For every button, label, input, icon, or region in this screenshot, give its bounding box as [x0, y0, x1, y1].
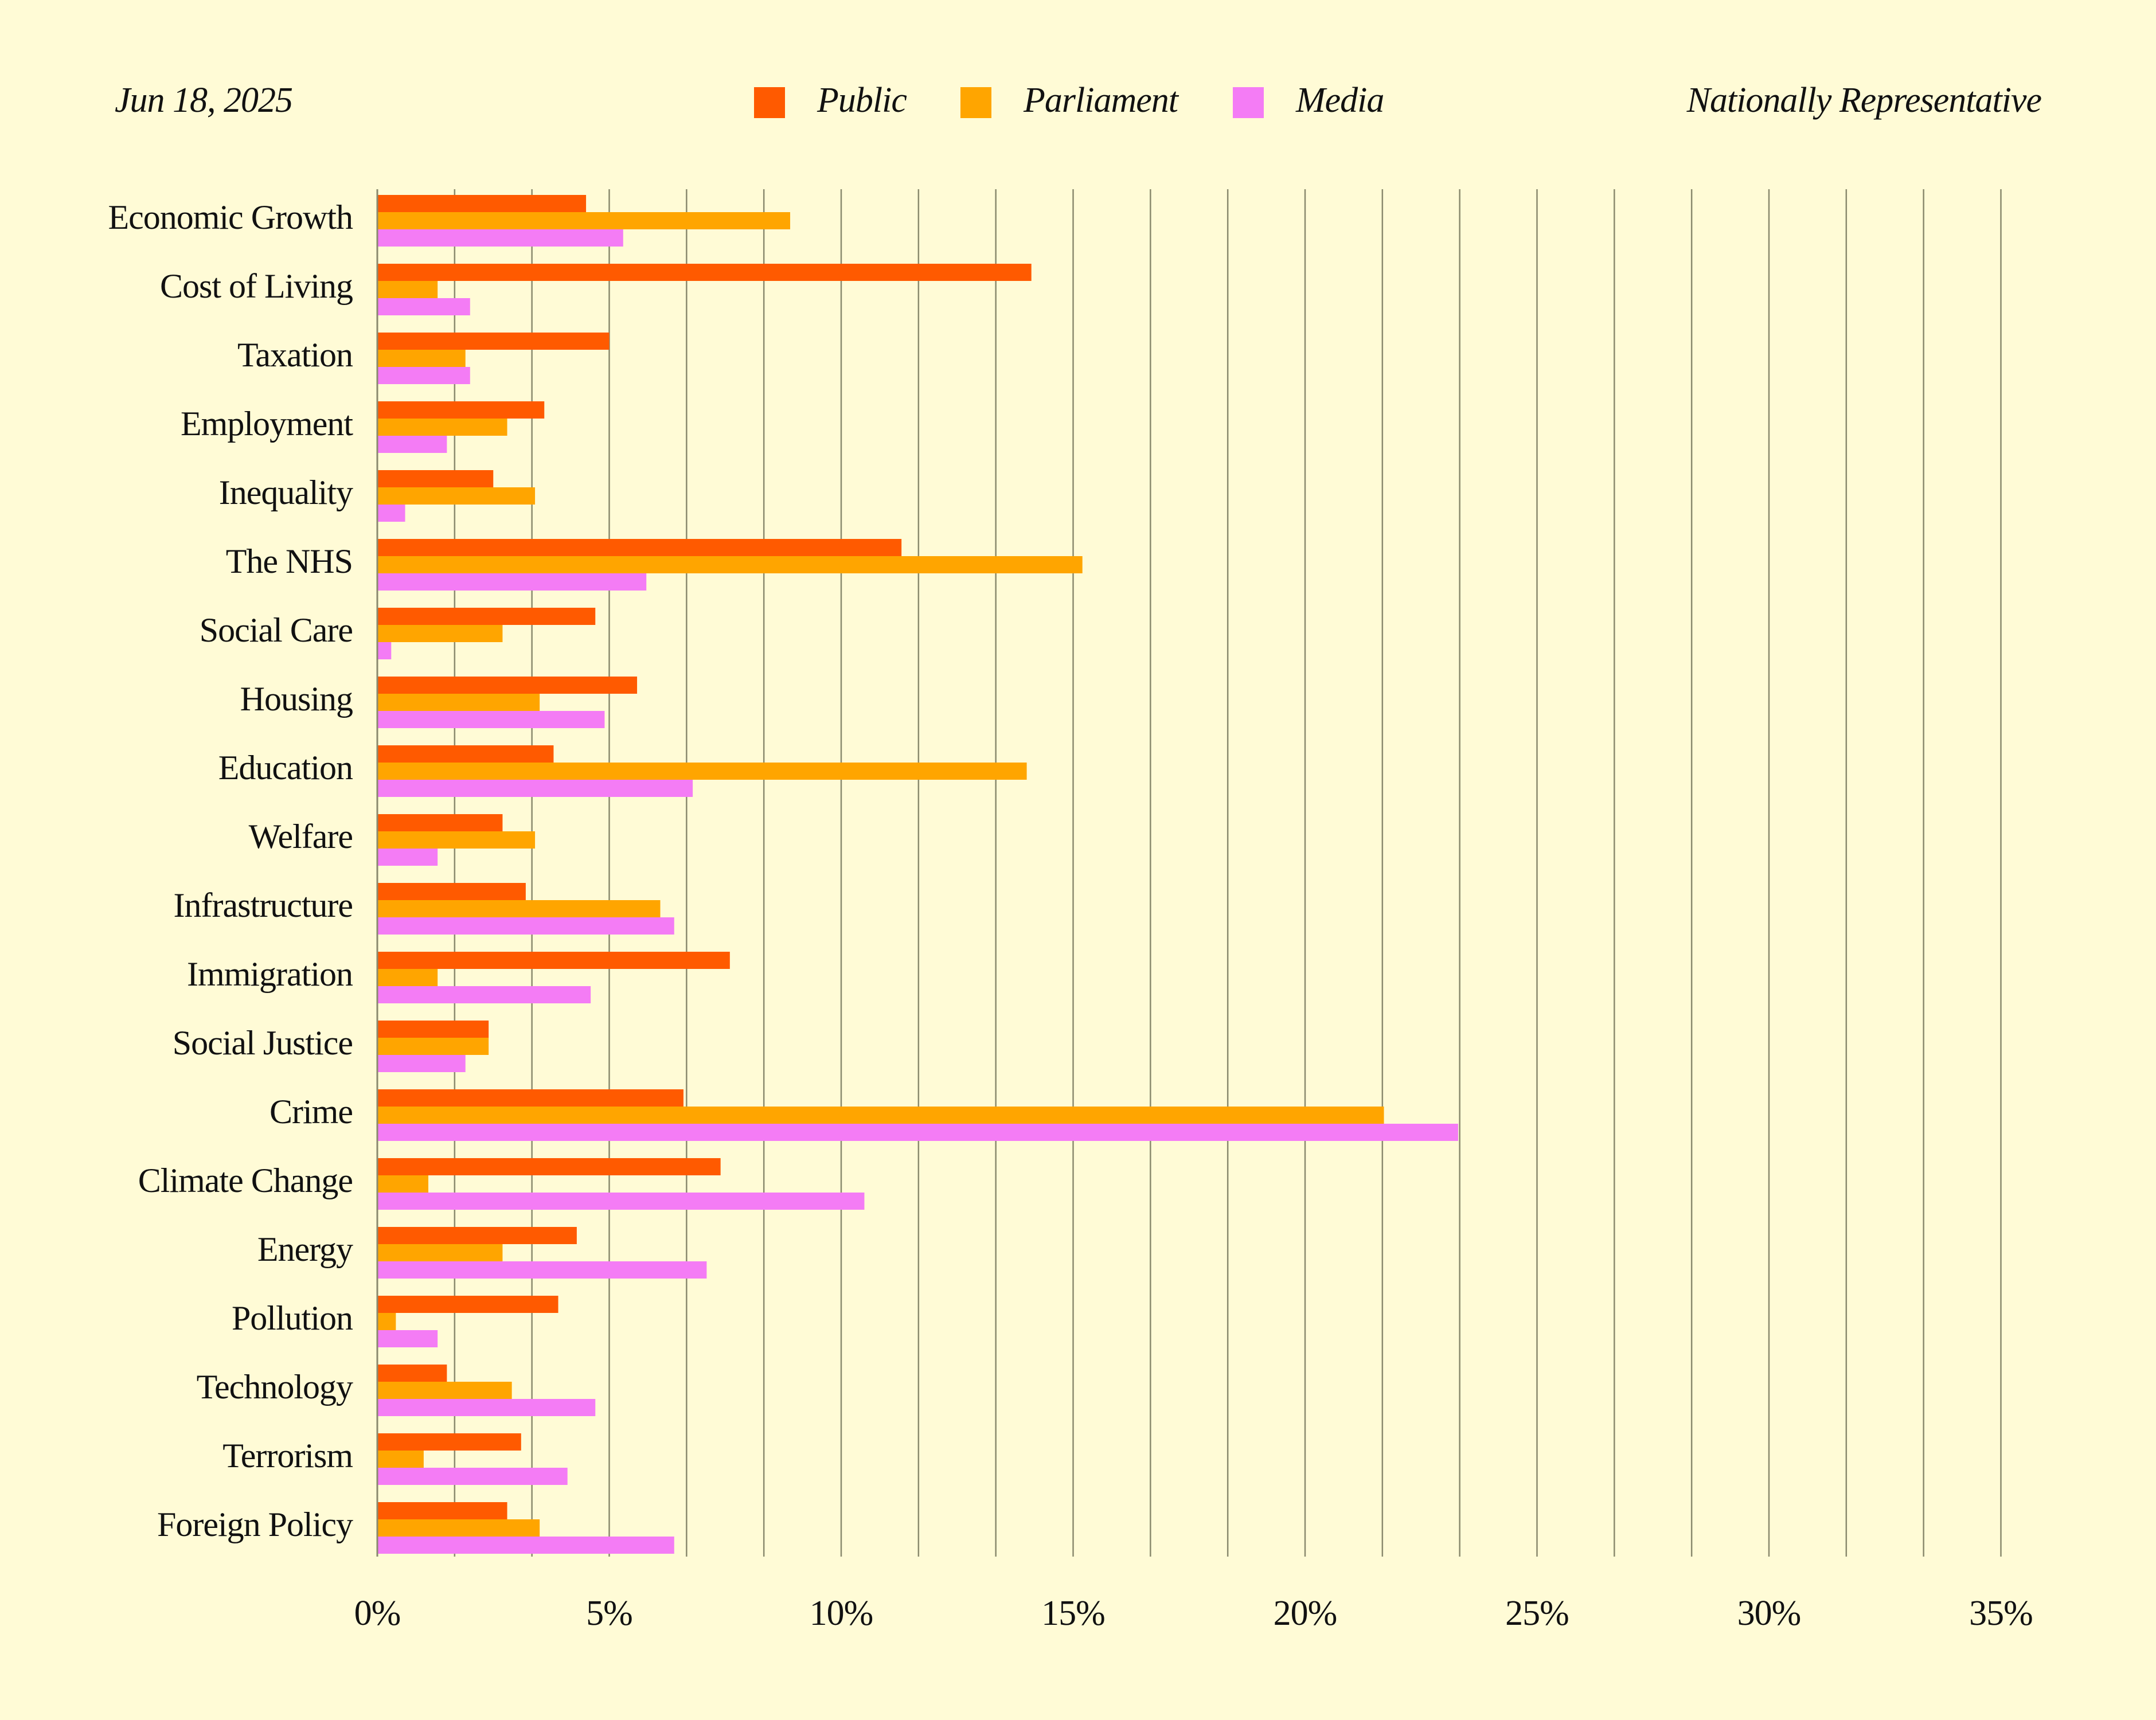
- bar-media-pollution: [377, 1330, 438, 1347]
- x-tick-label: 10%: [810, 1594, 873, 1633]
- bar-public-energy: [377, 1227, 577, 1244]
- category-label-immigration: Immigration: [187, 955, 353, 993]
- legend-swatch-public: [754, 87, 785, 118]
- bar-media-employment: [377, 436, 447, 453]
- category-label-terrorism: Terrorism: [222, 1437, 353, 1475]
- bar-public-economic-growth: [377, 195, 587, 212]
- x-tick-label: 0%: [354, 1594, 401, 1633]
- bar-parliament-climate-change: [377, 1175, 428, 1193]
- bar-parliament-social-justice: [377, 1038, 489, 1055]
- bar-media-technology: [377, 1399, 596, 1416]
- category-label-inequality: Inequality: [219, 474, 353, 511]
- bar-public-technology: [377, 1365, 447, 1382]
- bar-parliament-technology: [377, 1382, 512, 1399]
- bar-public-housing: [377, 677, 638, 694]
- bar-public-cost-of-living: [377, 264, 1032, 281]
- bar-parliament-welfare: [377, 831, 536, 849]
- bar-media-infrastructure: [377, 917, 674, 935]
- category-label-social-care: Social Care: [200, 611, 353, 649]
- bar-public-social-justice: [377, 1021, 489, 1038]
- category-label-climate-change: Climate Change: [138, 1162, 353, 1199]
- bar-parliament-energy: [377, 1244, 503, 1261]
- bar-public-education: [377, 745, 554, 763]
- x-tick-label: 35%: [1969, 1594, 2033, 1633]
- bar-parliament-foreign-policy: [377, 1519, 540, 1537]
- category-label-taxation: Taxation: [237, 336, 353, 374]
- bar-media-education: [377, 780, 693, 797]
- bar-parliament-economic-growth: [377, 212, 791, 229]
- bar-public-crime: [377, 1089, 683, 1107]
- bar-parliament-crime: [377, 1107, 1384, 1124]
- x-tick-label: 25%: [1505, 1594, 1569, 1633]
- bar-public-immigration: [377, 952, 730, 969]
- bar-public-taxation: [377, 333, 610, 350]
- category-label-energy: Energy: [257, 1230, 353, 1268]
- category-label-housing: Housing: [240, 680, 353, 718]
- bar-media-foreign-policy: [377, 1537, 674, 1554]
- bar-media-housing: [377, 711, 605, 728]
- bar-media-welfare: [377, 849, 438, 866]
- legend-label-public: Public: [817, 81, 907, 120]
- bar-public-employment: [377, 401, 545, 419]
- category-label-technology: Technology: [197, 1368, 353, 1406]
- bar-media-taxation: [377, 367, 470, 384]
- category-label-employment: Employment: [181, 405, 353, 443]
- x-tick-label: 20%: [1274, 1594, 1337, 1633]
- bar-parliament-terrorism: [377, 1451, 424, 1468]
- category-label-welfare: Welfare: [249, 818, 353, 855]
- bar-media-social-care: [377, 642, 392, 659]
- bar-parliament-infrastructure: [377, 900, 661, 917]
- category-label-crime: Crime: [270, 1093, 353, 1131]
- bar-public-foreign-policy: [377, 1502, 507, 1519]
- category-label-pollution: Pollution: [232, 1299, 353, 1337]
- category-label-infrastructure: Infrastructure: [174, 886, 353, 924]
- legend-label-parliament: Parliament: [1024, 81, 1178, 120]
- x-tick-label: 15%: [1041, 1594, 1105, 1633]
- bar-media-economic-growth: [377, 229, 623, 247]
- bar-media-crime: [377, 1124, 1458, 1141]
- bar-parliament-immigration: [377, 969, 438, 986]
- legend-swatch-parliament: [960, 87, 991, 118]
- survey-date: Jun 18, 2025: [115, 81, 293, 120]
- bar-parliament-inequality: [377, 487, 536, 505]
- bar-media-immigration: [377, 986, 591, 1003]
- category-label-social-justice: Social Justice: [173, 1024, 353, 1062]
- bar-public-pollution: [377, 1296, 558, 1313]
- x-tick-label: 30%: [1737, 1594, 1801, 1633]
- bar-parliament-the-nhs: [377, 556, 1083, 573]
- sample-description: Nationally Representative: [1686, 81, 2042, 120]
- bar-media-inequality: [377, 505, 405, 522]
- bar-media-energy: [377, 1261, 707, 1279]
- bar-parliament-taxation: [377, 350, 466, 367]
- bar-media-cost-of-living: [377, 298, 470, 315]
- bar-media-the-nhs: [377, 573, 647, 591]
- bar-media-social-justice: [377, 1055, 466, 1072]
- bar-media-terrorism: [377, 1468, 568, 1485]
- bar-media-climate-change: [377, 1193, 865, 1210]
- legend-label-media: Media: [1296, 81, 1384, 120]
- x-tick-label: 5%: [586, 1594, 632, 1633]
- bar-public-infrastructure: [377, 883, 526, 900]
- bar-public-social-care: [377, 608, 596, 625]
- category-label-economic-growth: Economic Growth: [108, 198, 353, 236]
- bar-public-climate-change: [377, 1158, 721, 1175]
- category-label-education: Education: [218, 749, 353, 787]
- bar-public-the-nhs: [377, 539, 902, 556]
- bar-parliament-social-care: [377, 625, 503, 642]
- bar-parliament-housing: [377, 694, 540, 711]
- category-label-the-nhs: The NHS: [226, 542, 353, 580]
- category-label-foreign-policy: Foreign Policy: [157, 1506, 353, 1543]
- bar-parliament-cost-of-living: [377, 281, 438, 298]
- bar-parliament-employment: [377, 419, 507, 436]
- category-label-cost-of-living: Cost of Living: [160, 267, 353, 305]
- bar-parliament-pollution: [377, 1313, 396, 1330]
- bar-public-inequality: [377, 470, 494, 487]
- bar-public-welfare: [377, 814, 503, 831]
- bar-parliament-education: [377, 763, 1027, 780]
- bar-public-terrorism: [377, 1433, 521, 1451]
- legend-swatch-media: [1233, 87, 1264, 118]
